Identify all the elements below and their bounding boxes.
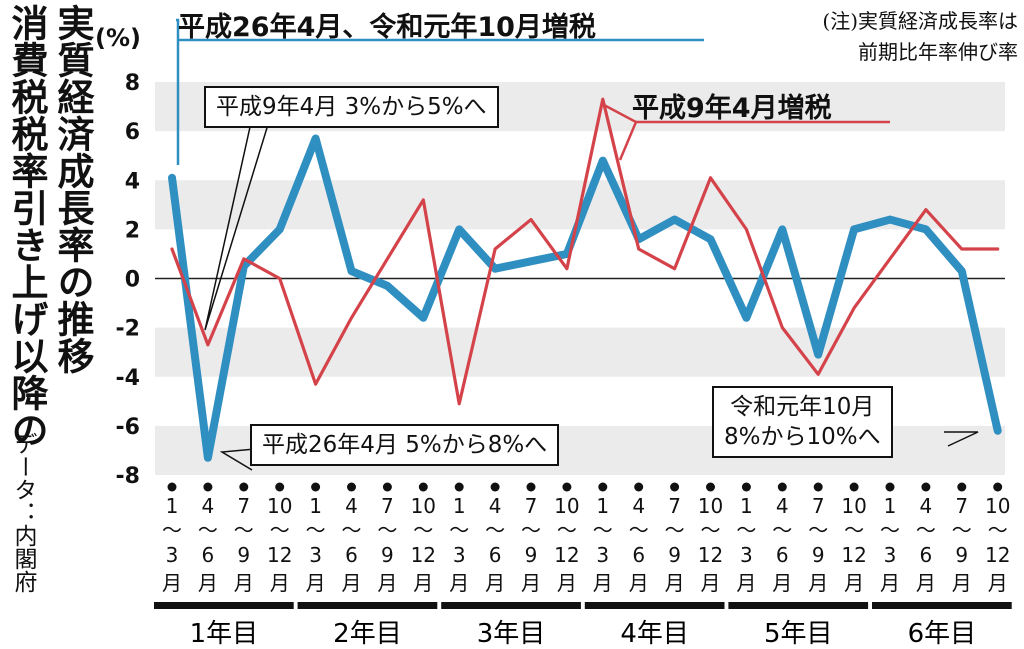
annotation-r1: 令和元年10月 8%から10%へ xyxy=(712,386,893,458)
quarter-label: 7 〜 9 月 xyxy=(665,494,685,595)
quarter-dot xyxy=(670,482,680,492)
quarter-dot xyxy=(921,482,931,492)
quarter-label: 4 〜 6 月 xyxy=(342,494,362,595)
quarter-dot xyxy=(418,482,428,492)
quarter-label: 1 〜 3 月 xyxy=(306,494,326,595)
annotation-r1-line1: 令和元年10月 xyxy=(730,394,875,420)
quarter-dot xyxy=(741,482,751,492)
annotation-r1-line2: 8%から10%へ xyxy=(724,424,881,450)
y-tick-label: -4 xyxy=(116,366,140,391)
quarter-label: 7 〜 9 月 xyxy=(234,494,254,595)
year-bar xyxy=(584,602,725,609)
quarter-dot xyxy=(382,482,392,492)
year-label: 5年目 xyxy=(764,619,833,649)
series-line-1 xyxy=(170,97,1000,406)
annotation-h26: 平成26年4月 5%から8%へ xyxy=(250,424,560,466)
quarter-dot xyxy=(813,482,823,492)
year-label: 6年目 xyxy=(908,619,977,649)
y-tick-label: -6 xyxy=(116,415,140,440)
y-tick-label: 2 xyxy=(125,218,140,243)
quarter-label: 1 〜 3 月 xyxy=(736,494,756,595)
quarter-dot xyxy=(203,482,213,492)
h9-leader xyxy=(204,117,271,331)
quarter-dot xyxy=(562,482,572,492)
quarter-label: 1 〜 3 月 xyxy=(162,494,182,595)
year-label: 4年目 xyxy=(620,619,689,649)
year-bar xyxy=(154,602,294,609)
quarter-label: 4 〜 6 月 xyxy=(198,494,218,595)
red-series-label: 平成9年4月増税 xyxy=(632,93,832,124)
quarter-label: 4 〜 6 月 xyxy=(485,494,505,595)
quarter-label: 10 〜 12 月 xyxy=(554,494,579,595)
r1-leader xyxy=(944,431,979,447)
quarter-dot xyxy=(598,482,608,492)
quarter-dot xyxy=(167,482,177,492)
year-bar xyxy=(297,602,438,609)
quarter-dot xyxy=(777,482,787,492)
year-label: 3年目 xyxy=(477,619,546,649)
quarter-label: 4 〜 6 月 xyxy=(916,494,936,595)
quarter-dot xyxy=(526,482,536,492)
footnote-line1: (注)実質経済成長率は xyxy=(822,9,1018,33)
quarter-label: 10 〜 12 月 xyxy=(841,494,866,595)
quarter-dot xyxy=(275,482,285,492)
y-tick-label: 0 xyxy=(125,268,140,293)
quarter-dot xyxy=(993,482,1003,492)
year-label: 2年目 xyxy=(333,619,402,649)
data-source: データ：内閣府 xyxy=(10,432,36,593)
quarter-dot xyxy=(347,482,356,492)
y-tick-label: 8 xyxy=(125,71,140,96)
quarter-label: 1 〜 3 月 xyxy=(880,494,900,595)
year-label: 1年目 xyxy=(190,619,259,649)
year-bar xyxy=(728,602,869,609)
quarter-label: 4 〜 6 月 xyxy=(629,494,649,595)
quarter-dot xyxy=(885,482,895,492)
grid-band xyxy=(155,327,1005,377)
chart-title-col1: 消費税税率引き上げ以降の xyxy=(5,4,48,448)
year-bar xyxy=(441,602,581,609)
blue-series-header: 平成26年4月、令和元年10月増税 xyxy=(178,12,596,43)
red-label-leader xyxy=(603,103,638,161)
quarter-dot xyxy=(490,482,500,492)
quarter-dot xyxy=(849,482,859,492)
y-tick-label: -8 xyxy=(116,464,140,489)
series-line-0 xyxy=(168,134,1002,462)
quarter-label: 1 〜 3 月 xyxy=(449,494,469,595)
chart-title-col2: 実質経済成長率の推移 xyxy=(51,4,94,374)
quarter-label: 7 〜 9 月 xyxy=(808,494,828,595)
y-unit-label: (%) xyxy=(95,24,141,52)
quarter-label: 4 〜 6 月 xyxy=(772,494,792,595)
quarter-label: 1 〜 3 月 xyxy=(593,494,613,595)
y-tick-label: -2 xyxy=(116,317,140,342)
footnote: (注)実質経済成長率は 前期比年率伸び率 xyxy=(822,6,1018,68)
quarter-dot xyxy=(634,482,644,492)
y-tick-label: 6 xyxy=(125,120,140,145)
quarter-label: 7 〜 9 月 xyxy=(521,494,541,595)
quarter-label: 7 〜 9 月 xyxy=(952,494,972,595)
quarter-dot xyxy=(454,482,464,492)
year-bar xyxy=(872,602,1012,609)
quarter-label: 7 〜 9 月 xyxy=(377,494,397,595)
quarter-label: 10 〜 12 月 xyxy=(267,494,292,595)
footnote-line2: 前期比年率伸び率 xyxy=(858,40,1018,64)
quarter-label: 10 〜 12 月 xyxy=(985,494,1010,595)
blue-header-leader-left xyxy=(176,18,180,165)
quarter-dot xyxy=(311,482,321,492)
quarter-label: 10 〜 12 月 xyxy=(698,494,723,595)
quarter-label: 10 〜 12 月 xyxy=(411,494,436,595)
quarter-dot xyxy=(239,482,249,492)
quarter-dot xyxy=(706,482,715,492)
y-tick-label: 4 xyxy=(125,169,140,194)
quarter-dot xyxy=(957,482,967,492)
annotation-h9: 平成9年4月 3%から5%へ xyxy=(204,86,499,128)
